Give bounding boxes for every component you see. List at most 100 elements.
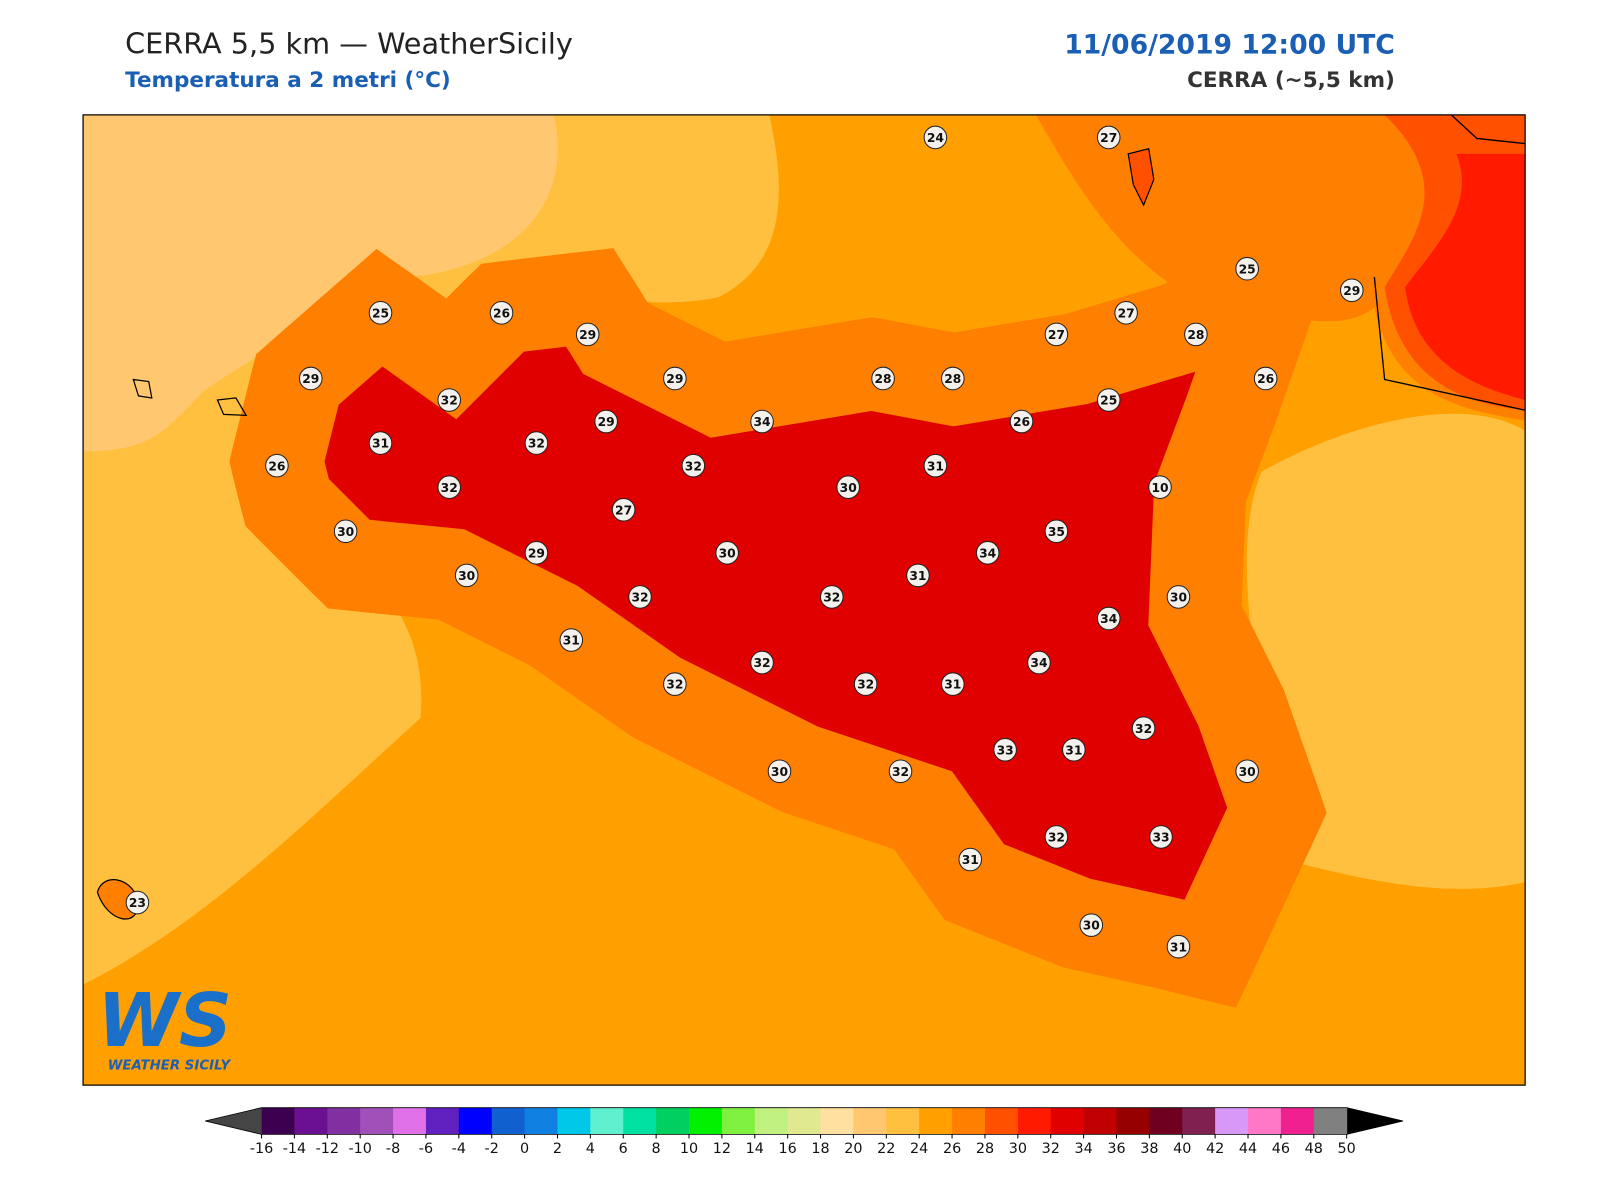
colorbar-tick-label: -6 — [419, 1141, 433, 1157]
colorbar-tick-label: 14 — [746, 1141, 764, 1157]
colorbar-segment — [754, 1107, 789, 1135]
station-value: 31 — [1065, 743, 1082, 757]
colorbar-segment — [294, 1107, 328, 1135]
station-value: 29 — [598, 415, 615, 429]
station-marker — [1131, 716, 1156, 740]
station-marker — [1235, 256, 1259, 281]
station-marker — [298, 366, 323, 391]
colorbar-tick-label: 32 — [1042, 1141, 1060, 1157]
cool-zone — [83, 114, 558, 452]
station-value: 28 — [1187, 328, 1204, 342]
colorbar-segment — [360, 1107, 394, 1135]
station-value: 32 — [685, 459, 702, 473]
station-marker — [923, 125, 948, 150]
station-marker — [524, 431, 549, 455]
station-value: 30 — [458, 569, 475, 583]
colorbar-tick-label: -10 — [348, 1141, 371, 1157]
colorbar-tick-label: 20 — [844, 1141, 862, 1157]
station-marker — [125, 890, 150, 915]
colorbar-tick-label: -12 — [316, 1141, 339, 1157]
colorbar-tick-label: 42 — [1206, 1141, 1224, 1157]
extend-max — [1346, 1107, 1404, 1135]
logo-name: WEATHER SICILY — [108, 1059, 232, 1074]
station-marker — [628, 585, 652, 609]
station-marker — [853, 672, 878, 696]
station-value: 32 — [1048, 831, 1065, 845]
station-marker — [819, 585, 844, 609]
station-marker — [836, 475, 860, 499]
station-value: 32 — [823, 591, 840, 605]
colorbar-tick-label: 8 — [652, 1141, 661, 1157]
colorbar-tick-label: 4 — [586, 1141, 595, 1157]
station-value: 32 — [441, 481, 458, 495]
island — [1127, 147, 1155, 207]
station-value: 31 — [962, 853, 979, 867]
station-marker — [1079, 913, 1104, 937]
station-marker — [437, 388, 462, 412]
station-marker — [941, 672, 965, 696]
colorbar-tick-label: 2 — [553, 1141, 562, 1157]
station-marker — [489, 301, 514, 325]
colorbar-segment — [1017, 1107, 1052, 1135]
colorbar-tick-label: 18 — [811, 1141, 829, 1157]
station-marker — [437, 475, 462, 499]
date: 11/06/2019 12:00 UTC — [1064, 29, 1395, 60]
station-value: 30 — [771, 765, 788, 779]
station-value: 30 — [337, 525, 354, 539]
station-marker — [1253, 366, 1278, 391]
colorbar-segment — [1116, 1107, 1150, 1135]
colorbar-tick-label: 12 — [713, 1141, 731, 1157]
colorbar-tick-label: 40 — [1173, 1141, 1191, 1157]
station-value: 26 — [493, 306, 510, 320]
colorbar-tick-label: 22 — [877, 1141, 895, 1157]
station-marker — [663, 672, 687, 696]
station-value: 30 — [840, 481, 857, 495]
station-value: 27 — [1048, 328, 1065, 342]
station-marker — [265, 453, 289, 478]
station-marker — [681, 453, 706, 478]
station-marker — [1044, 519, 1069, 544]
colorbar-segment — [689, 1107, 723, 1135]
station-value: 25 — [372, 306, 389, 320]
station-marker — [767, 759, 792, 784]
colorbar-segment — [656, 1107, 690, 1135]
station-value: 31 — [944, 678, 961, 692]
warm-zone — [1246, 413, 1526, 889]
station-value: 27 — [1118, 306, 1135, 320]
colorbar-tick-label: -2 — [485, 1141, 499, 1157]
colorbar-segment — [425, 1107, 460, 1135]
station-marker — [993, 737, 1017, 762]
station-value: 32 — [666, 678, 683, 692]
map: 24 27 25 29 25 26 29 27 27 28 29 29 28 28 26 32 25 34 29 26… — [83, 114, 1526, 1086]
station-value: 32 — [892, 765, 909, 779]
station-marker — [941, 366, 965, 391]
station-value: 29 — [528, 546, 545, 560]
colorbar-segment — [590, 1107, 624, 1135]
title: CERRA 5,5 km — WeatherSicily — [125, 26, 573, 60]
colorbar-tick-label: 36 — [1107, 1141, 1125, 1157]
station-value: 31 — [909, 569, 926, 583]
island — [132, 378, 248, 417]
station-marker — [1044, 322, 1069, 347]
colorbar-segment — [1149, 1107, 1183, 1135]
station-marker — [750, 409, 774, 434]
station-marker — [368, 301, 393, 325]
station-value: 31 — [563, 634, 580, 648]
station-marker — [1009, 409, 1034, 434]
colorbar-tick-label: -16 — [250, 1141, 273, 1157]
model: CERRA (~5,5 km) — [1187, 68, 1395, 93]
station-value: 10 — [1151, 481, 1168, 495]
colorbar-tick-label: 26 — [943, 1141, 961, 1157]
station-value: 30 — [719, 546, 736, 560]
colorbar-segment — [623, 1107, 657, 1135]
station-marker — [1339, 278, 1364, 303]
station-value: 34 — [1030, 656, 1047, 670]
station-value: 29 — [302, 372, 319, 386]
station-marker — [888, 759, 913, 784]
station-value: 24 — [927, 131, 944, 145]
station-value: 32 — [1135, 722, 1152, 736]
station-marker — [750, 650, 774, 675]
station-value: 30 — [1170, 591, 1187, 605]
station-marker — [1184, 322, 1208, 347]
